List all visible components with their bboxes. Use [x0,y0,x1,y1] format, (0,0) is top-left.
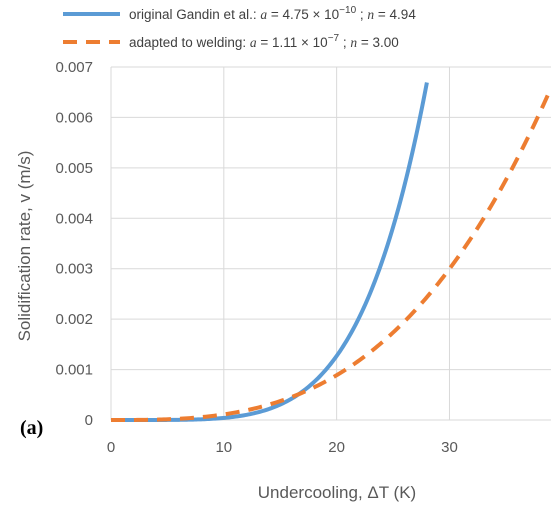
y-tick-label: 0.002 [55,311,93,328]
y-tick-label: 0.005 [55,160,93,177]
legend-entry-1: original Gandin et al.: a = 4.75 × 10−10… [129,5,416,22]
grid-lines [110,66,551,421]
y-tick-label: 0 [85,412,93,429]
legend: original Gandin et al.: a = 4.75 × 10−10… [63,5,416,50]
x-axis-title: Undercooling, ΔT (K) [258,483,416,502]
y-tick-label: 0.001 [55,362,93,379]
x-tick-label: 30 [441,439,458,456]
tick-labels: 0 0.001 0.002 0.003 0.004 0.005 0.006 0.007 0 10 2… [55,59,457,456]
series-2-curve [111,87,551,422]
y-tick-label: 0.003 [55,261,93,278]
y-tick-label: 0.006 [55,109,93,126]
x-tick-label: 0 [107,439,115,456]
x-tick-label: 10 [215,439,232,456]
series-curves [110,82,551,422]
legend-entry-2: adapted to welding: a = 1.11 × 10−7 ; n … [129,33,399,50]
y-tick-label: 0.007 [55,59,93,76]
x-tick-label: 20 [328,439,345,456]
y-tick-label: 0.004 [55,210,93,227]
panel-label: (a) [20,417,43,439]
y-axis-title: Solidification rate, v (m/s) [15,151,34,342]
